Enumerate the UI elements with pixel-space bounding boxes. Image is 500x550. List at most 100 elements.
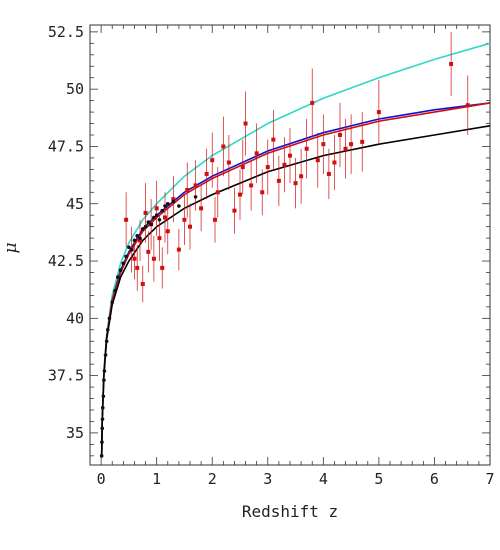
data-point	[104, 339, 109, 344]
data-point	[157, 217, 162, 222]
data-point	[163, 215, 167, 220]
data-point	[238, 192, 242, 197]
data-point	[315, 158, 320, 163]
data-point	[146, 220, 151, 224]
data-point	[343, 146, 348, 151]
y-tick-label: 52.5	[48, 23, 84, 41]
model-curve	[100, 42, 491, 456]
data-point	[102, 369, 107, 373]
data-point	[135, 234, 140, 238]
data-point	[338, 133, 342, 137]
data-point	[276, 178, 281, 183]
data-point	[140, 281, 145, 286]
x-tick-label: 4	[319, 470, 328, 488]
data-point	[99, 454, 104, 458]
data-points	[99, 31, 470, 458]
y-tick-label: 45	[66, 195, 84, 213]
data-point	[449, 61, 454, 66]
data-point	[124, 254, 128, 259]
data-point	[288, 153, 292, 158]
data-point	[304, 146, 309, 151]
data-point	[132, 256, 137, 261]
data-point	[282, 162, 287, 167]
data-point	[204, 171, 209, 176]
data-point	[154, 213, 159, 218]
data-point	[321, 142, 326, 147]
data-point	[232, 208, 237, 213]
data-point	[243, 121, 248, 126]
data-point	[299, 174, 304, 179]
y-tick-label: 47.5	[48, 137, 84, 155]
data-point	[326, 171, 331, 176]
data-point	[226, 160, 231, 165]
data-point	[176, 247, 181, 252]
data-point	[215, 190, 220, 195]
data-point	[101, 394, 106, 399]
x-tick-label: 6	[430, 470, 439, 488]
data-point	[360, 139, 365, 144]
data-point	[171, 197, 176, 202]
y-axis-label: μ	[1, 242, 21, 253]
data-point	[165, 201, 170, 206]
model-curve	[100, 102, 491, 456]
data-point	[143, 224, 148, 229]
data-point	[154, 206, 159, 211]
data-point	[249, 183, 254, 188]
data-point	[110, 300, 115, 305]
data-point	[146, 249, 151, 254]
data-point	[177, 204, 181, 208]
data-point	[182, 217, 187, 222]
data-point	[149, 222, 153, 227]
y-tick-label: 35	[66, 424, 84, 442]
data-point	[124, 217, 129, 222]
data-point	[151, 256, 156, 261]
y-tick-label: 40	[66, 309, 84, 327]
data-point	[185, 188, 190, 192]
x-tick-label: 2	[208, 470, 217, 488]
data-point	[213, 217, 217, 222]
x-tick-label: 5	[374, 470, 383, 488]
data-point	[140, 227, 145, 231]
data-point	[100, 426, 105, 431]
plot-frame	[89, 24, 491, 466]
data-point	[138, 238, 142, 243]
data-point	[193, 183, 198, 188]
data-point	[349, 142, 354, 147]
data-point	[465, 103, 470, 108]
data-point	[102, 378, 106, 383]
data-point	[160, 208, 165, 213]
data-point	[121, 261, 126, 266]
data-point	[193, 195, 198, 199]
data-point	[115, 275, 120, 279]
data-point	[163, 204, 167, 208]
data-point	[100, 405, 105, 410]
data-point	[127, 245, 131, 250]
data-point	[157, 236, 162, 241]
data-point	[260, 190, 265, 195]
data-point	[132, 238, 137, 243]
data-point	[332, 160, 337, 165]
data-point	[254, 151, 259, 156]
data-point	[160, 265, 165, 270]
data-point	[113, 289, 117, 293]
data-point	[135, 265, 140, 270]
data-point	[293, 181, 298, 186]
data-point	[118, 268, 123, 273]
data-point	[240, 165, 245, 170]
data-point	[152, 215, 156, 220]
data-point	[221, 144, 226, 149]
data-point	[199, 206, 204, 211]
data-point	[143, 210, 148, 215]
data-point	[138, 236, 142, 240]
x-tick-label: 1	[152, 470, 161, 488]
data-point	[210, 158, 215, 163]
y-tick-label: 37.5	[48, 367, 84, 385]
x-tick-label: 3	[263, 470, 272, 488]
data-point	[107, 316, 112, 321]
data-point	[105, 327, 110, 332]
x-tick-label: 7	[485, 470, 494, 488]
x-tick-label: 0	[97, 470, 106, 488]
data-point	[271, 137, 276, 142]
